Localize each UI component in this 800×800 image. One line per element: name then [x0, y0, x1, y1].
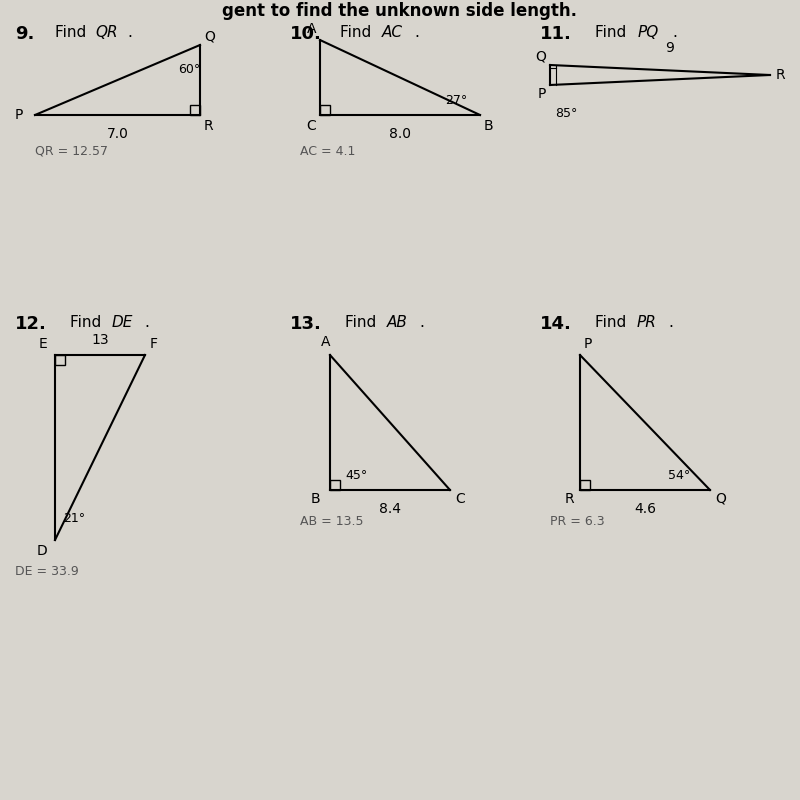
Text: 12.: 12. [15, 315, 47, 333]
Text: 27°: 27° [445, 94, 467, 107]
Text: A: A [306, 22, 316, 36]
Text: A: A [322, 335, 330, 349]
Text: 54°: 54° [668, 469, 690, 482]
Text: QR = 12.57: QR = 12.57 [35, 145, 108, 158]
Text: QR: QR [95, 25, 118, 40]
Text: AC = 4.1: AC = 4.1 [300, 145, 355, 158]
Text: P: P [14, 108, 23, 122]
Text: Find: Find [70, 315, 106, 330]
Text: 13: 13 [91, 333, 109, 347]
Text: 21°: 21° [63, 512, 85, 525]
Text: .: . [414, 25, 419, 40]
Text: Find: Find [345, 315, 381, 330]
Text: AB: AB [387, 315, 408, 330]
Text: R: R [204, 119, 214, 133]
Text: 85°: 85° [555, 107, 578, 120]
Text: 9.: 9. [15, 25, 34, 43]
Text: Q: Q [535, 49, 546, 63]
Text: Q: Q [204, 29, 215, 43]
Text: R: R [564, 492, 574, 506]
Text: .: . [668, 315, 673, 330]
Text: 45°: 45° [345, 469, 367, 482]
Text: 14.: 14. [540, 315, 572, 333]
Text: B: B [310, 492, 320, 506]
Text: R: R [776, 68, 786, 82]
Text: P: P [584, 337, 592, 351]
Text: Q: Q [715, 492, 726, 506]
Text: 4.6: 4.6 [634, 502, 656, 516]
Text: AC: AC [382, 25, 403, 40]
Text: 10.: 10. [290, 25, 322, 43]
Text: PR: PR [637, 315, 657, 330]
Text: Find: Find [55, 25, 91, 40]
Text: .: . [419, 315, 424, 330]
Text: .: . [144, 315, 149, 330]
Text: .: . [672, 25, 677, 40]
Text: 60°: 60° [178, 63, 200, 76]
Text: C: C [306, 119, 316, 133]
Text: C: C [455, 492, 465, 506]
Text: DE: DE [112, 315, 134, 330]
Text: 9: 9 [666, 41, 674, 55]
Text: .: . [127, 25, 132, 40]
Text: PQ: PQ [638, 25, 659, 40]
Text: 13.: 13. [290, 315, 322, 333]
Text: P: P [538, 87, 546, 101]
Text: PR = 6.3: PR = 6.3 [550, 515, 605, 528]
Text: 8.4: 8.4 [379, 502, 401, 516]
Text: AB = 13.5: AB = 13.5 [300, 515, 363, 528]
Text: 8.0: 8.0 [389, 127, 411, 141]
Text: B: B [484, 119, 494, 133]
Text: gent to find the unknown side length.: gent to find the unknown side length. [222, 2, 578, 20]
Text: Find: Find [340, 25, 376, 40]
Text: F: F [150, 337, 158, 351]
Text: Find: Find [595, 315, 631, 330]
Text: 11.: 11. [540, 25, 572, 43]
Text: DE = 33.9: DE = 33.9 [15, 565, 78, 578]
Text: 7.0: 7.0 [106, 127, 129, 141]
Text: D: D [36, 544, 47, 558]
Text: Find: Find [595, 25, 631, 40]
Text: E: E [38, 337, 47, 351]
